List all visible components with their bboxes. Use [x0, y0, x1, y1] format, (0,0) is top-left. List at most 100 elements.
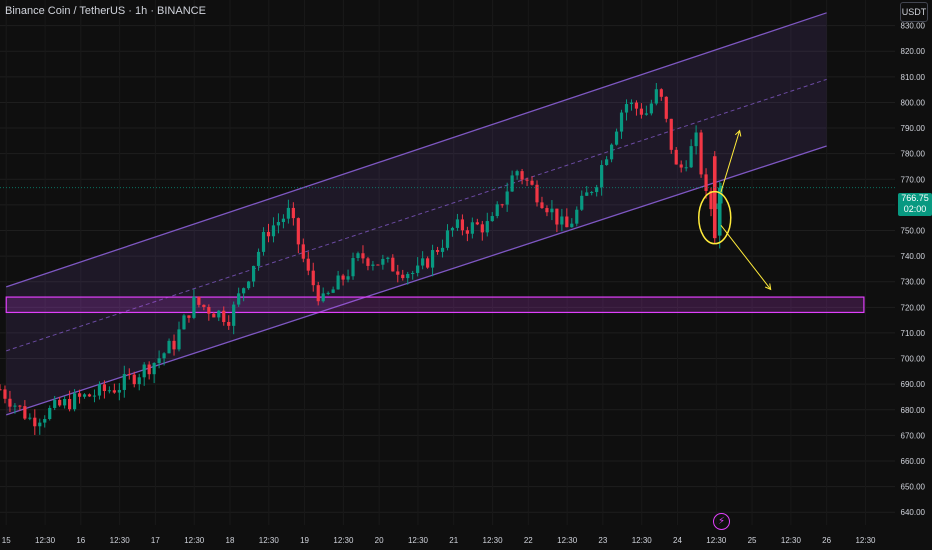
candle-body	[555, 208, 559, 225]
candle-body	[172, 340, 176, 350]
candle-body	[187, 315, 191, 318]
x-tick-label: 12:30	[483, 536, 504, 545]
x-tick-label: 12:30	[110, 536, 131, 545]
y-tick-label: 690.00	[901, 380, 926, 389]
candle-body	[251, 265, 256, 282]
candle-body	[500, 204, 504, 206]
candle-body	[361, 253, 365, 259]
y-tick-label: 650.00	[901, 483, 926, 492]
candle-body	[232, 304, 236, 326]
candle-body	[391, 257, 395, 272]
candle-body	[28, 417, 32, 419]
chart-title: Binance Coin / TetherUS · 1h · BINANCE	[5, 5, 206, 17]
candle-body	[450, 227, 455, 231]
support-zone[interactable]	[5, 296, 865, 314]
candle-body	[510, 175, 514, 192]
candle-body	[674, 149, 678, 165]
candle-body	[709, 190, 713, 210]
x-tick-label: 25	[748, 536, 757, 545]
time-axis: 15 12:30 16 12:30 17 12:30 18 12:30 19 12:30 20 12:…	[2, 536, 876, 545]
y-tick-label: 730.00	[901, 278, 926, 287]
candle-body	[132, 374, 136, 385]
candle-body	[475, 222, 479, 225]
channel-upper-line[interactable]	[6, 12, 827, 288]
y-tick-label: 710.00	[901, 329, 926, 338]
candle-body	[281, 218, 286, 223]
candle-body	[237, 293, 241, 305]
candle-body	[217, 310, 221, 318]
candle-body	[92, 395, 97, 397]
candle-body	[560, 216, 564, 225]
candle-body	[162, 353, 166, 359]
candle-body	[455, 219, 460, 228]
y-tick-label: 800.00	[901, 98, 926, 107]
x-tick-label: 22	[524, 536, 533, 545]
last-price-value: 766.75	[901, 193, 929, 203]
candle-body	[266, 231, 271, 237]
y-tick-label: 680.00	[901, 406, 926, 415]
candle-body	[515, 171, 519, 176]
x-tick-label: 12:30	[557, 536, 578, 545]
candle-body	[43, 418, 47, 423]
candle-body	[291, 207, 295, 219]
currency-button[interactable]: USDT	[900, 2, 928, 22]
candle-body	[192, 296, 196, 318]
candle-body	[33, 417, 37, 427]
candle-body	[619, 112, 624, 132]
lightning-icon[interactable]: ⚡	[713, 513, 730, 530]
candle-body	[664, 96, 668, 119]
candle-body	[490, 216, 494, 222]
candle-body	[689, 146, 693, 168]
candle-body	[717, 187, 722, 236]
candle-body	[77, 393, 82, 397]
candle-body	[301, 244, 305, 259]
y-tick-label: 670.00	[901, 431, 926, 440]
arrow-up-annotation[interactable]	[720, 129, 742, 193]
candle-body	[520, 171, 524, 180]
x-tick-label: 12:30	[333, 536, 354, 545]
candle-body	[356, 253, 360, 259]
arrow-down-annotation[interactable]	[720, 225, 772, 291]
candle-body	[167, 340, 171, 354]
candle-body	[23, 406, 27, 419]
candle-body	[0, 389, 2, 391]
x-tick-label: 17	[151, 536, 160, 545]
candle-body	[530, 180, 534, 185]
candle-body	[311, 270, 315, 286]
candle-body	[142, 364, 146, 378]
candle-body	[87, 394, 92, 397]
candle-body	[137, 377, 141, 385]
candle-body	[565, 216, 569, 228]
candle-body	[122, 374, 126, 390]
candle-body	[465, 230, 469, 234]
price-axis: 640.00 650.00 660.00 670.00 680.00 690.00 700.…	[901, 22, 926, 518]
candle-body	[605, 159, 609, 166]
highlight-ellipse[interactable]	[698, 190, 732, 245]
candle-body	[396, 271, 400, 275]
candle-body	[639, 108, 644, 115]
candle-body	[286, 207, 290, 219]
candle-body	[227, 322, 231, 326]
candle-body	[634, 102, 639, 109]
candle-body	[371, 264, 375, 266]
candle-body	[550, 208, 554, 213]
candle-body	[8, 398, 12, 407]
candle-body	[316, 285, 320, 302]
candle-body	[485, 221, 489, 233]
candle-body	[63, 398, 67, 406]
y-tick-label: 660.00	[901, 457, 926, 466]
candle-body	[207, 307, 211, 314]
y-tick-label: 780.00	[901, 150, 926, 159]
candle-body	[341, 275, 345, 280]
y-tick-label: 810.00	[901, 73, 926, 82]
x-tick-label: 12:30	[632, 536, 653, 545]
y-tick-label: 770.00	[901, 175, 926, 184]
candle-body	[585, 192, 589, 196]
candle-body	[699, 132, 703, 175]
candle-body	[386, 257, 390, 259]
candle-body	[440, 247, 445, 252]
x-tick-label: 19	[300, 536, 309, 545]
candle-body	[445, 230, 450, 248]
candle-body	[222, 310, 226, 323]
